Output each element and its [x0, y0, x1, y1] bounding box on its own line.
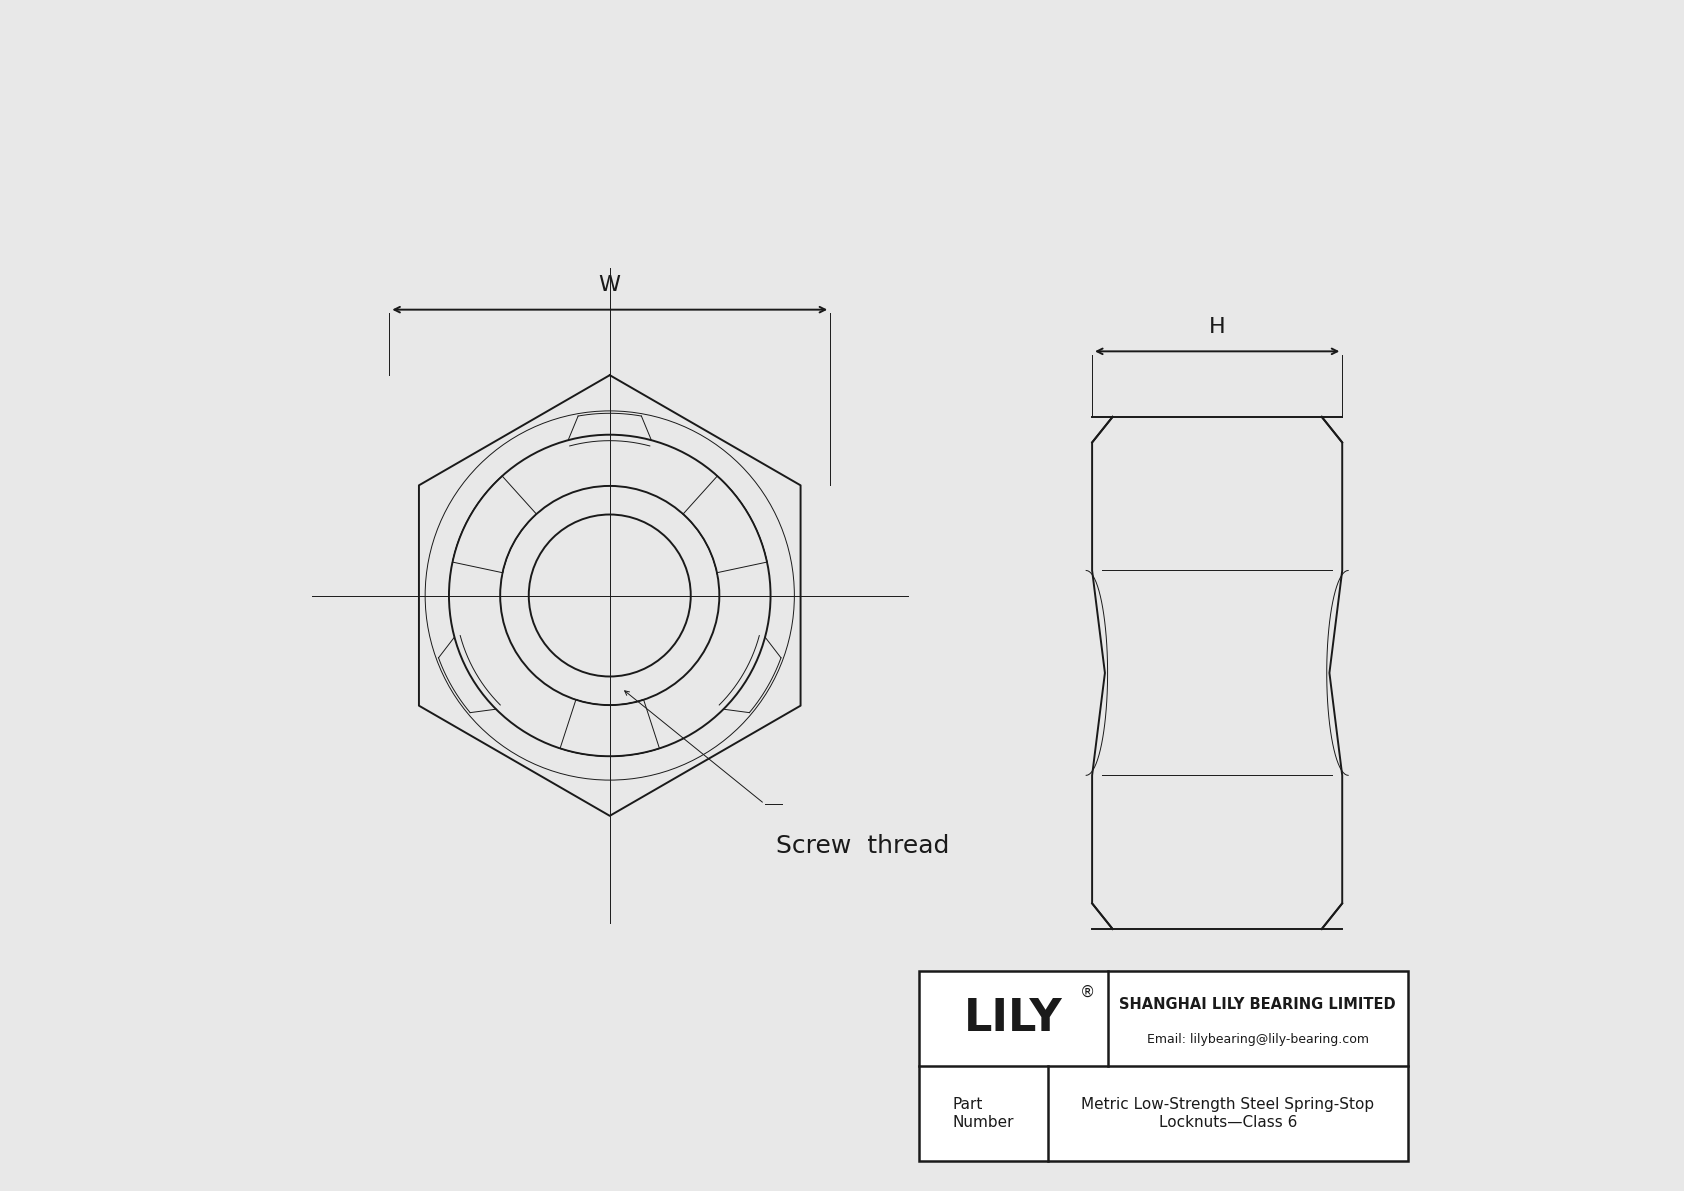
- Text: W: W: [600, 275, 621, 295]
- Text: ®: ®: [1079, 985, 1095, 999]
- Text: LILY: LILY: [965, 997, 1063, 1040]
- Text: Email: lilybearing@lily-bearing.com: Email: lilybearing@lily-bearing.com: [1147, 1033, 1369, 1046]
- Text: Metric Low-Strength Steel Spring-Stop
Locknuts—Class 6: Metric Low-Strength Steel Spring-Stop Lo…: [1081, 1097, 1374, 1130]
- Text: SHANGHAI LILY BEARING LIMITED: SHANGHAI LILY BEARING LIMITED: [1120, 997, 1396, 1011]
- Text: Part
Number: Part Number: [953, 1097, 1014, 1130]
- Bar: [919, 971, 1408, 1161]
- Text: Screw  thread: Screw thread: [776, 834, 950, 858]
- Text: H: H: [1209, 317, 1226, 337]
